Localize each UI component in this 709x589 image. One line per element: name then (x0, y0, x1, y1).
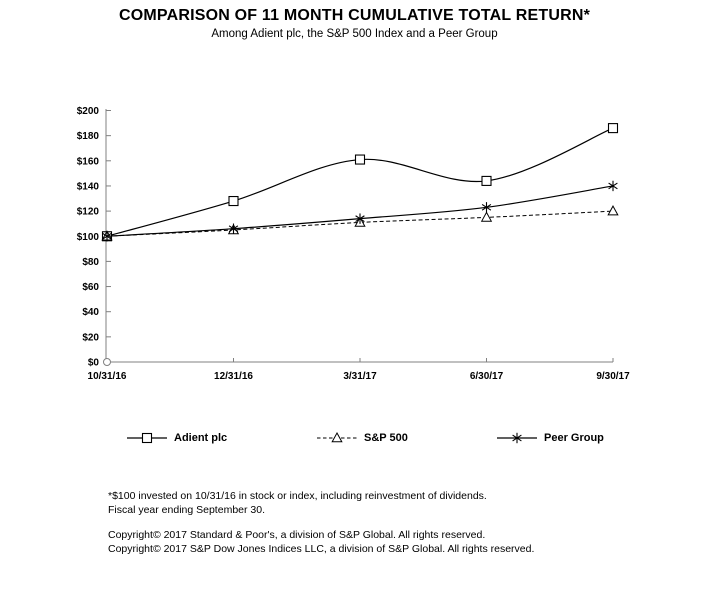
asterisk-marker-icon (481, 203, 492, 211)
legend-label-sp500: S&P 500 (364, 432, 408, 444)
footnote-invested: *$100 invested on 10/31/16 in stock or i… (108, 490, 534, 517)
y-axis-tick-label: $120 (77, 207, 100, 218)
y-axis-tick-label: $180 (77, 131, 100, 142)
series-line-peer-group (106, 185, 614, 237)
square-marker-icon (354, 154, 366, 165)
footnote-line-4: Copyright© 2017 S&P Dow Jones Indices LL… (108, 542, 535, 555)
origin-circle-marker (103, 358, 111, 366)
peer-group-line-sample-icon (497, 432, 537, 444)
square-marker-icon (141, 432, 153, 444)
y-axis-tick-label: $40 (82, 307, 99, 318)
triangle-marker-icon (480, 211, 493, 222)
y-axis-tick-label: $60 (82, 282, 99, 293)
footnote-copyright: Copyright© 2017 Standard & Poor's, a div… (108, 529, 534, 556)
y-axis-tick-label: $140 (77, 181, 100, 192)
y-axis-tick-label: $20 (82, 332, 99, 343)
asterisk-marker-icon (355, 215, 365, 223)
y-axis-tick-label: $160 (77, 156, 100, 167)
legend-item-adient-plc: Adient plc (127, 429, 227, 447)
chart-subtitle: Among Adient plc, the S&P 500 Index and … (211, 28, 498, 40)
footnotes: *$100 invested on 10/31/16 in stock or i… (108, 490, 534, 556)
legend-label-peer-group: Peer Group (544, 432, 604, 444)
chart-legend: Adient plc S&P 500 Peer Group (0, 429, 709, 447)
x-axis-tick-label: 6/30/17 (470, 371, 504, 382)
line-chart-canvas: $0 $20 $40 $60 $80 $100 $120 $140 $160 $180 $200 10… (77, 106, 630, 382)
adient-plc-line-sample-icon (127, 432, 167, 444)
legend-item-sp500: S&P 500 (317, 429, 408, 447)
series-line-s-p-500 (106, 210, 614, 237)
y-axis-tick-label: $200 (77, 106, 100, 117)
asterisk-marker-icon (228, 225, 239, 233)
sp500-line-sample-icon (317, 431, 357, 443)
triangle-marker-icon (607, 205, 619, 216)
x-axis-tick-label: 10/31/16 (88, 371, 127, 382)
footnote-line-2: Fiscal year ending September 30. (108, 503, 266, 516)
triangle-marker-icon (331, 431, 343, 443)
asterisk-marker-icon (512, 434, 522, 442)
y-axis-tick-label: $80 (82, 257, 99, 268)
square-marker-icon (481, 175, 492, 186)
x-axis-tick-label: 9/30/17 (596, 371, 630, 382)
legend-item-peer-group: Peer Group (497, 429, 604, 447)
asterisk-marker-icon (102, 232, 112, 240)
footnote-line-3: Copyright© 2017 Standard & Poor's, a div… (108, 529, 486, 541)
performance-chart: $0 $20 $40 $60 $80 $100 $120 $140 $160 $180 $200 10… (77, 106, 630, 382)
asterisk-marker-icon (608, 182, 618, 190)
x-axis-tick-label: 3/31/17 (343, 371, 377, 382)
footnote-line-1: *$100 invested on 10/31/16 in stock or i… (108, 490, 487, 502)
y-axis-tick-label: $0 (88, 358, 100, 369)
legend-label-adient-plc: Adient plc (174, 432, 228, 444)
chart-title: COMPARISON OF 11 MONTH CUMULATIVE TOTAL … (118, 7, 591, 24)
square-marker-icon (607, 123, 619, 134)
x-axis-tick-label: 12/31/16 (214, 371, 253, 382)
y-axis-tick-label: $100 (77, 232, 100, 243)
square-marker-icon (228, 195, 239, 207)
